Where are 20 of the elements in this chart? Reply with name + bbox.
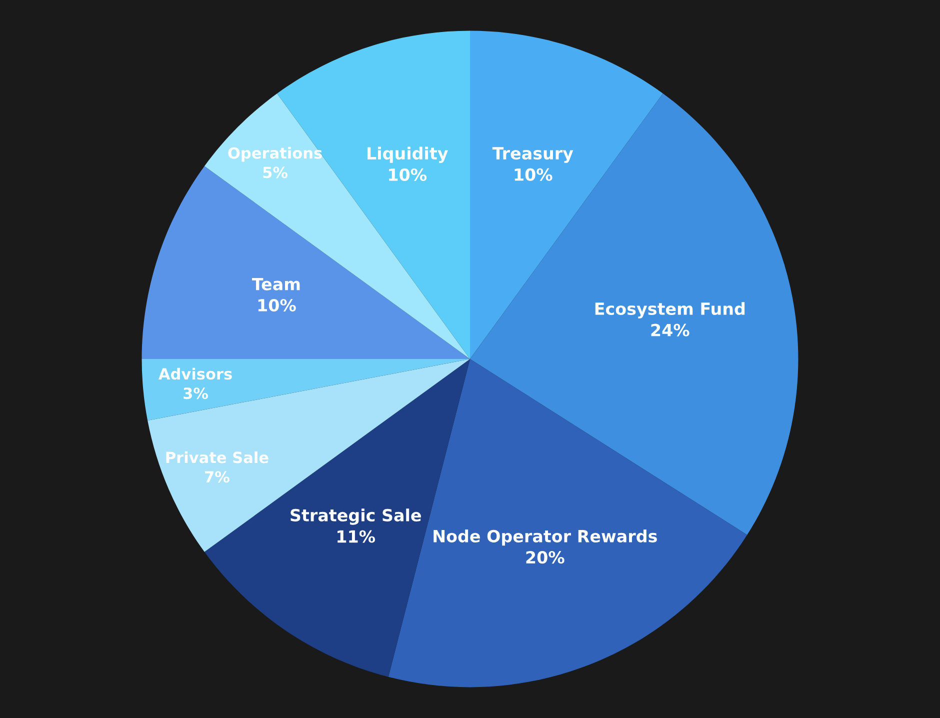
slice-label: Operations: [228, 146, 322, 162]
pie-slice: [142, 166, 470, 359]
pie-slice: [142, 359, 470, 421]
slice-label: Node Operator Rewards: [434, 530, 657, 546]
data-label: 3%: [184, 388, 208, 400]
data-label: 5%: [263, 166, 288, 178]
slice-label: Strategic Sale: [290, 508, 421, 525]
slice-label: Liquidity: [367, 146, 448, 163]
data-label: 10%: [389, 168, 427, 181]
slice-label: Advisors: [158, 368, 232, 380]
data-label: 7%: [205, 471, 230, 483]
slice-label: Team: [252, 278, 300, 290]
slice-label: Ecosystem Fund: [595, 302, 745, 318]
data-label: 10%: [514, 168, 552, 181]
data-label: 24%: [651, 324, 690, 336]
slice-label: Private Sale: [166, 451, 268, 464]
slice-label: Treasury: [492, 147, 574, 163]
data-label: 20%: [526, 551, 564, 564]
data-label: 11%: [338, 530, 376, 543]
data-label: 10%: [258, 298, 296, 312]
